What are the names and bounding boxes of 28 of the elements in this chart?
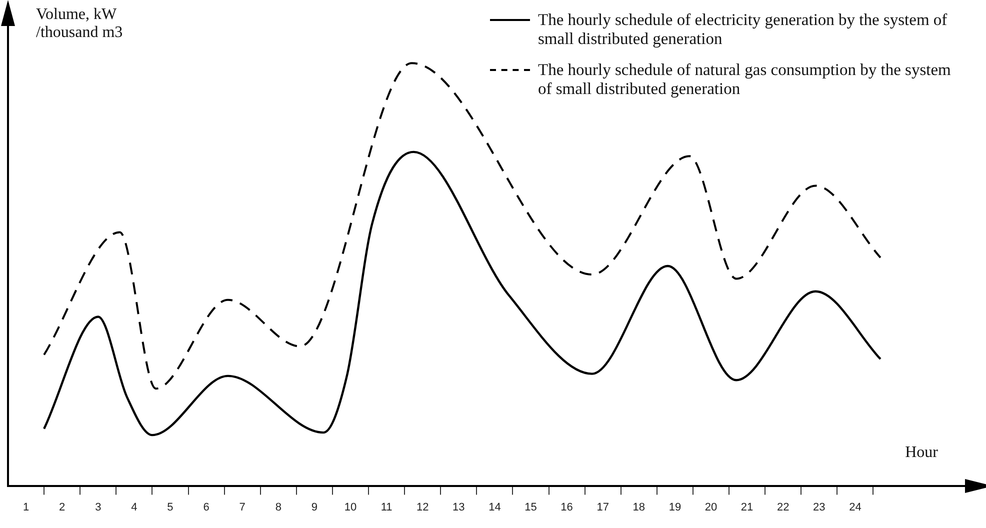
- y-axis-title: Volume, kW /thousand m3: [36, 6, 123, 42]
- x-tick-label: 6: [203, 501, 210, 514]
- x-axis-title: Hour: [905, 444, 938, 462]
- x-tick-label: 8: [275, 501, 282, 514]
- x-tick-label: 4: [131, 501, 138, 514]
- x-tick-label: 7: [239, 501, 246, 514]
- x-tick-label: 9: [311, 501, 318, 514]
- x-tick-label: 11: [380, 501, 392, 514]
- x-tick-label: 13: [452, 501, 465, 514]
- x-tick-label: 1: [22, 501, 30, 514]
- x-tick-label: 21: [740, 501, 754, 514]
- x-tick-label: 3: [95, 501, 102, 514]
- x-tick-label: 14: [488, 501, 501, 514]
- x-tick-label: 5: [167, 501, 174, 514]
- x-tick-label: 22: [776, 501, 790, 514]
- x-tick-label: 10: [344, 501, 357, 514]
- x-tick-label: 20: [704, 501, 718, 514]
- legend-label: The hourly schedule of electricity generation by the system of small distributed generation: [538, 10, 948, 48]
- x-tick-label: 15: [524, 501, 537, 514]
- x-tick-label: 18: [632, 501, 646, 514]
- x-tick-label: 17: [596, 501, 609, 514]
- x-tick-label: 19: [668, 501, 682, 514]
- x-tick-label: 24: [849, 501, 862, 514]
- x-tick-label: 12: [416, 501, 429, 514]
- x-tick-label: 23: [813, 501, 826, 514]
- legend-label: The hourly schedule of natural gas consumption by the system of small distributed generation: [538, 60, 952, 98]
- x-tick-label: 16: [560, 501, 573, 514]
- x-tick-label: 2: [59, 501, 66, 514]
